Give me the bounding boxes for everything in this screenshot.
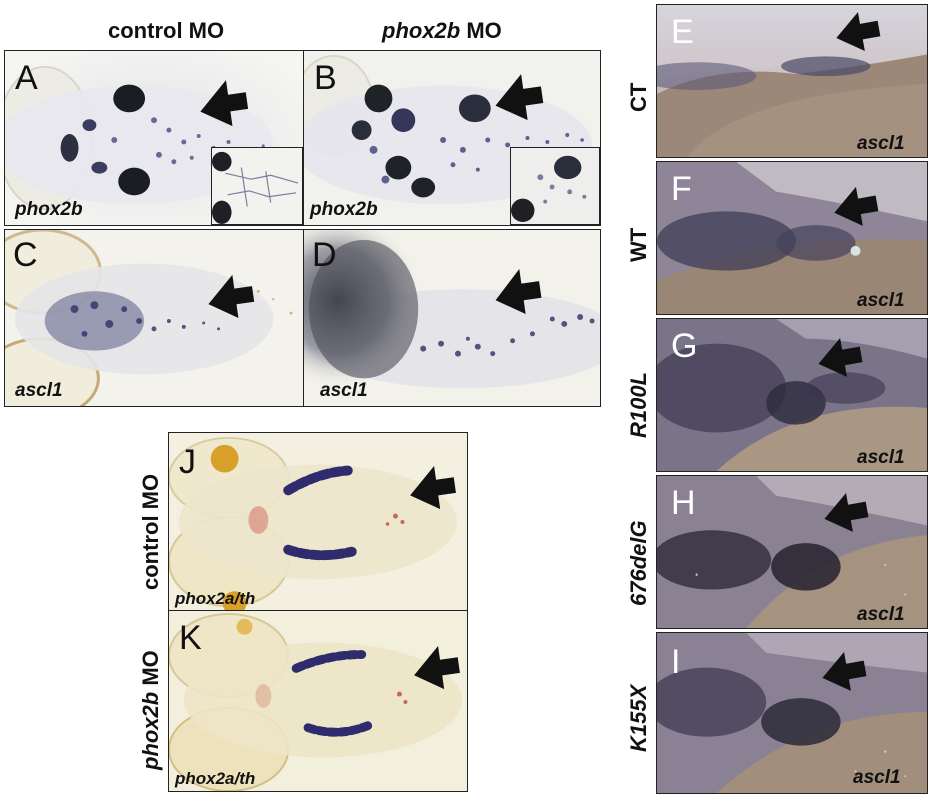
panel-j-label: phox2a/th	[175, 589, 256, 608]
panel-d-letter: D	[312, 236, 337, 274]
panel-g-letter: G	[671, 327, 698, 365]
panel-e: E ascl1	[656, 4, 928, 158]
panel-g: G ascl1	[656, 318, 928, 472]
panel-b-label: phox2b	[310, 199, 378, 220]
panel-a: A phox2b	[4, 50, 304, 226]
panel-k-letter: K	[179, 619, 202, 657]
panel-h-letter: H	[671, 484, 696, 522]
side-label-k-suffix: MO	[138, 650, 163, 692]
side-label-f: WT	[626, 227, 651, 262]
side-label-g: R100L	[626, 371, 651, 438]
panel-a-inset	[211, 147, 303, 225]
panel-e-label: ascl1	[857, 133, 905, 154]
side-label-k-gene: phox2b	[138, 691, 163, 770]
panel-j-image	[169, 433, 467, 611]
panel-i: I ascl1	[656, 632, 928, 794]
column-header-gene: phox2b	[382, 18, 461, 43]
panel-b-inset-image	[511, 148, 599, 224]
panel-g-image	[657, 319, 927, 471]
panel-f-label: ascl1	[857, 290, 905, 311]
panel-a-inset-image	[212, 148, 302, 224]
panel-b-inset	[510, 147, 600, 225]
panel-i-label: ascl1	[853, 767, 901, 788]
side-label-j: control MO	[138, 473, 163, 590]
panel-i-letter: I	[671, 643, 681, 681]
panel-i-image	[657, 633, 927, 793]
panel-c-letter: C	[13, 236, 38, 274]
panel-d-image	[304, 230, 600, 406]
panel-c: C ascl1	[4, 229, 304, 407]
panel-d-label: ascl1	[320, 380, 368, 401]
column-header-phox2b: phox2b MO	[382, 18, 502, 44]
panel-a-label: phox2b	[15, 199, 83, 220]
panel-c-image	[5, 230, 303, 406]
side-label-k: phox2b MO	[138, 650, 164, 770]
panel-j: J phox2a/th	[168, 432, 468, 612]
panel-f-image	[657, 162, 927, 314]
panel-c-label: ascl1	[15, 380, 63, 401]
panel-e-letter: E	[671, 13, 694, 51]
panel-k-label: phox2a/th	[175, 769, 256, 788]
panel-j-letter: J	[179, 443, 196, 481]
panel-k-image	[169, 611, 467, 791]
panel-a-letter: A	[15, 59, 38, 97]
panel-f-letter: F	[671, 170, 692, 208]
side-label-h: 676delG	[626, 520, 651, 606]
column-header-suffix: MO	[460, 18, 502, 43]
panel-d: D ascl1	[303, 229, 601, 407]
panel-a-image	[5, 51, 303, 225]
panel-f: F ascl1	[656, 161, 928, 315]
panel-h: H ascl1	[656, 475, 928, 629]
panel-k: K phox2a/th	[168, 610, 468, 792]
panel-b: B phox2b	[303, 50, 601, 226]
side-label-i: K155X	[626, 684, 651, 752]
side-label-e: CT	[626, 82, 651, 112]
panel-h-image	[657, 476, 927, 628]
column-header-control: control MO	[108, 18, 225, 43]
panel-b-letter: B	[314, 59, 337, 97]
panel-g-label: ascl1	[857, 447, 905, 468]
panel-e-image	[657, 5, 927, 157]
panel-h-label: ascl1	[857, 604, 905, 625]
